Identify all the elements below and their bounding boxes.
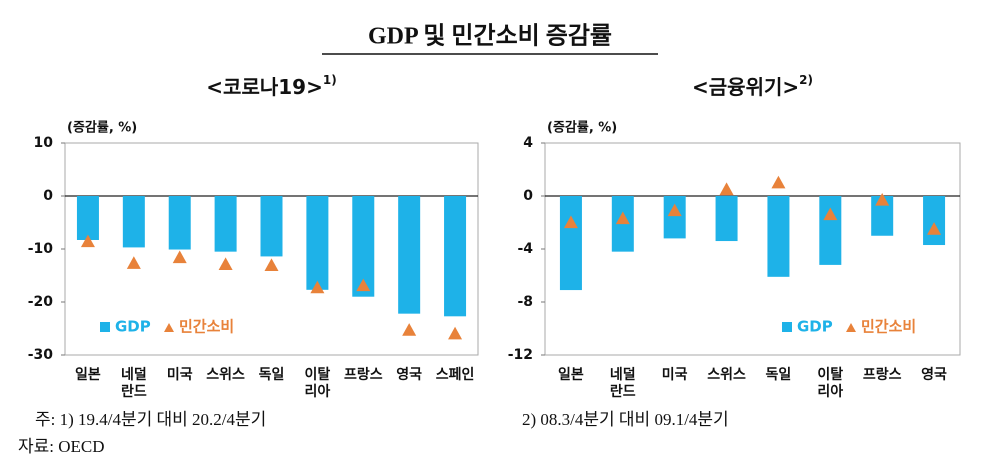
- x-tick-label: 스페인: [436, 366, 475, 383]
- x-tick-label: 프랑스: [863, 367, 902, 383]
- triangle-marker: [264, 258, 279, 272]
- bar: [122, 196, 145, 248]
- y-tick-label: 10: [34, 135, 54, 151]
- triangle-marker: [719, 182, 734, 195]
- x-tick-label: 독일: [766, 367, 792, 383]
- triangle-marker: [356, 278, 371, 292]
- legend-label: 민간소비: [861, 318, 916, 336]
- bar: [715, 196, 738, 242]
- note: 2) 08.3/4분기 대비 09.1/4분기: [522, 410, 729, 429]
- y-tick-label: -10: [28, 241, 54, 257]
- bar: [559, 196, 582, 291]
- x-tick-label: 일본: [558, 367, 584, 383]
- x-tick-label: 스위스: [206, 367, 245, 383]
- legend-swatch: [782, 322, 792, 332]
- x-tick-label: 미국: [167, 367, 193, 383]
- legend-label: 민간소비: [179, 318, 234, 336]
- bar: [444, 196, 467, 317]
- x-tick-label: 프랑스: [344, 367, 383, 383]
- x-tick-label: 네덜 란드: [121, 367, 147, 400]
- legend-label: GDP: [797, 318, 833, 336]
- triangle-marker: [80, 234, 95, 248]
- triangle-marker: [126, 256, 141, 269]
- x-tick-label: 미국: [662, 367, 688, 383]
- bar: [819, 196, 842, 265]
- bar: [398, 196, 421, 314]
- subtitle-note: 1): [323, 73, 337, 87]
- y-axis-label: (증감률, %): [547, 121, 617, 136]
- triangle-marker: [172, 250, 187, 264]
- y-tick-label: 0: [523, 188, 533, 204]
- legend-label: GDP: [115, 318, 151, 336]
- note: 주: 1) 19.4/4분기 대비 20.2/4분기: [35, 410, 266, 429]
- triangle-marker: [875, 192, 890, 206]
- bar: [260, 196, 283, 257]
- chart-subtitle: <금융위기>2): [692, 73, 813, 99]
- chart-subtitle: <코로나19>1): [206, 73, 336, 99]
- triangle-marker: [771, 175, 786, 189]
- y-tick-label: 4: [523, 135, 533, 151]
- bar: [871, 196, 894, 236]
- bar: [663, 196, 686, 239]
- subtitle-text: <코로나19>: [206, 75, 323, 99]
- x-tick-label: 일본: [75, 367, 101, 383]
- y-tick-label: -20: [28, 294, 54, 310]
- x-tick-label: 스위스: [707, 367, 746, 383]
- triangle-marker: [402, 323, 417, 336]
- bar: [923, 196, 946, 246]
- triangle-marker: [667, 203, 682, 217]
- x-tick-label: 이탈 리아: [817, 366, 843, 400]
- triangle-marker: [563, 215, 578, 229]
- triangle-marker: [615, 211, 630, 225]
- y-tick-label: -30: [28, 347, 54, 363]
- x-tick-label: 영국: [921, 366, 947, 383]
- y-axis-label: (증감률, %): [67, 121, 137, 136]
- y-tick-label: 0: [43, 188, 53, 204]
- triangle-marker: [310, 280, 325, 294]
- bar: [767, 196, 790, 277]
- legend-swatch: [164, 323, 174, 332]
- x-tick-label: 독일: [259, 367, 285, 383]
- legend-swatch: [100, 322, 110, 332]
- triangle-marker: [218, 257, 233, 270]
- source: 자료: OECD: [18, 437, 105, 456]
- bar: [352, 196, 375, 297]
- bar: [306, 196, 329, 290]
- bar: [214, 196, 237, 252]
- x-tick-label: 영국: [396, 366, 422, 383]
- bar: [168, 196, 191, 250]
- triangle-marker: [823, 207, 838, 221]
- x-tick-label: 네덜 란드: [610, 367, 636, 400]
- triangle-marker: [927, 222, 942, 235]
- subtitle-note: 2): [799, 73, 813, 87]
- x-tick-label: 이탈 리아: [305, 366, 331, 400]
- subtitle-text: <금융위기>: [692, 75, 799, 99]
- triangle-marker: [448, 326, 463, 340]
- page-title: GDP 및 민간소비 증감률: [368, 23, 612, 50]
- legend-swatch: [846, 323, 856, 332]
- y-tick-label: -8: [517, 294, 533, 310]
- y-tick-label: -4: [517, 241, 533, 257]
- y-tick-label: -12: [508, 347, 533, 363]
- bar: [76, 196, 99, 240]
